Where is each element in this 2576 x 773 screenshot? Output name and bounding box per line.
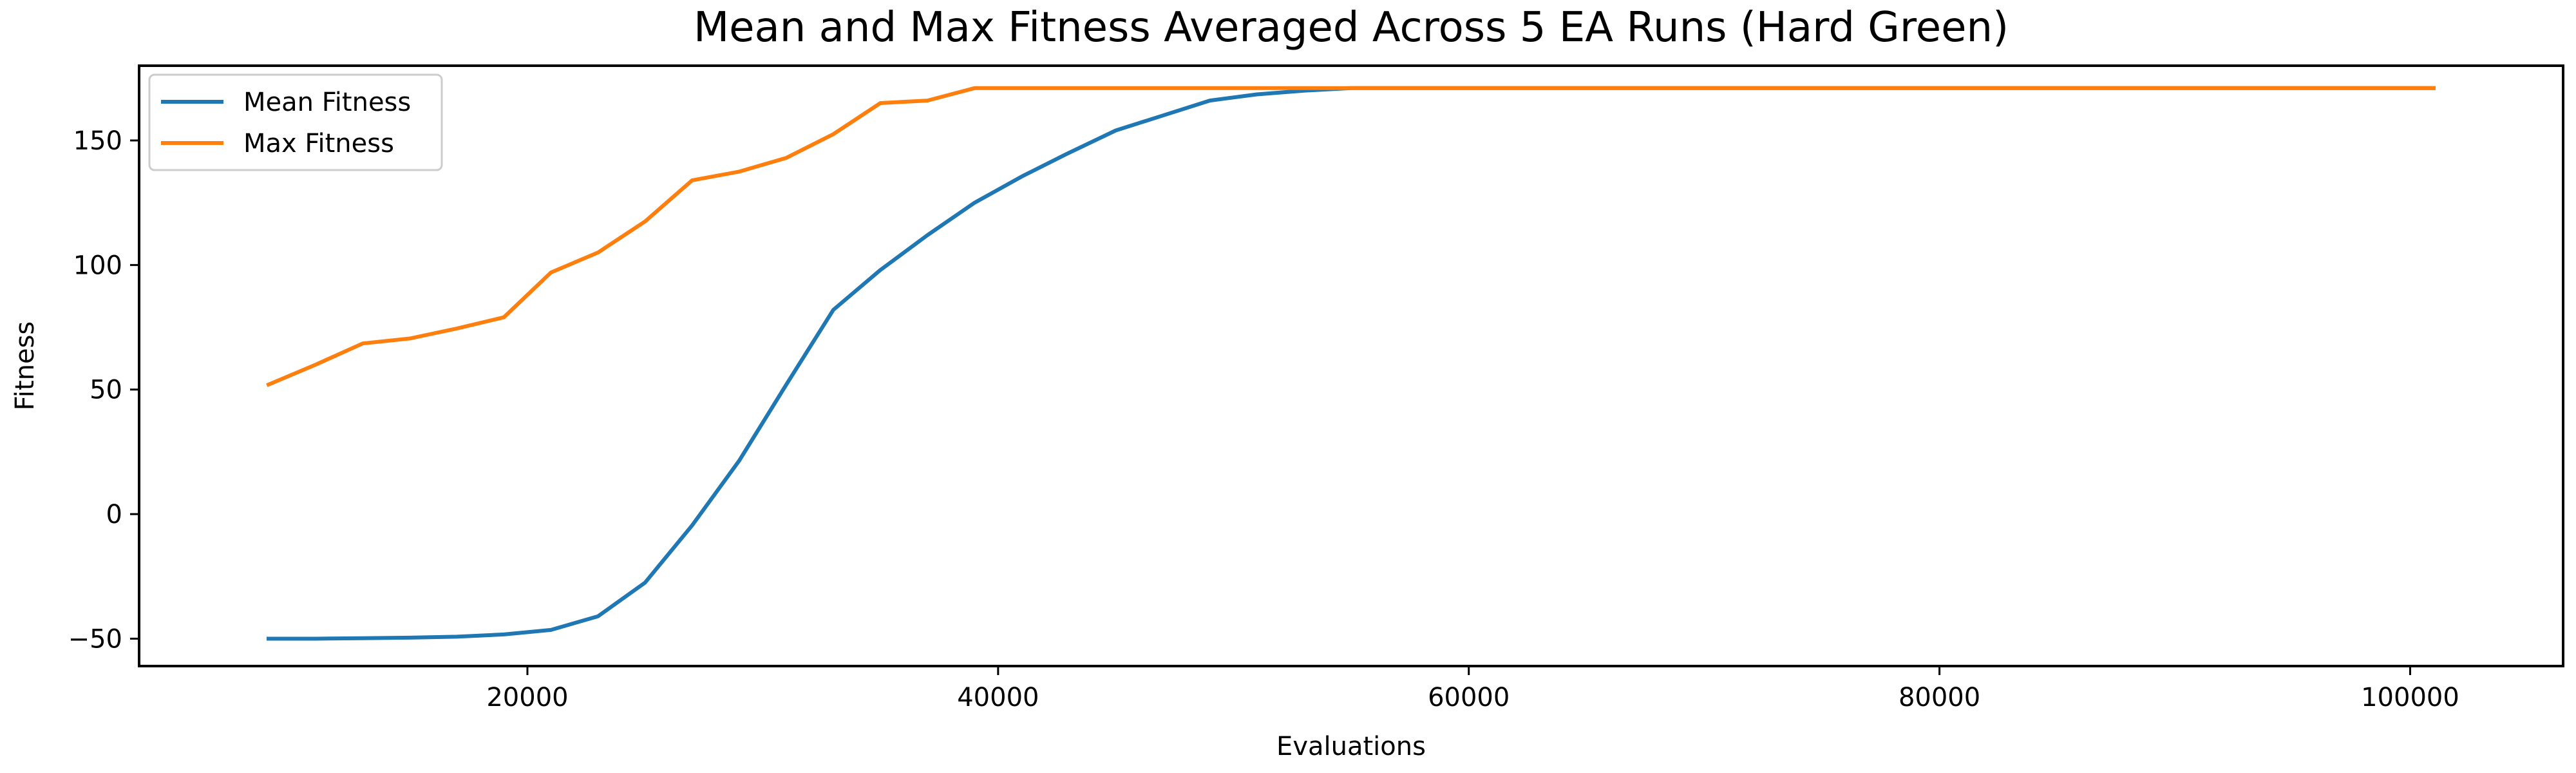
- series-line-max-fitness: [266, 86, 2436, 387]
- x-tick-label: 20000: [486, 683, 568, 712]
- legend-box: [148, 73, 443, 171]
- legend: Mean Fitness Max Fitness: [148, 73, 443, 171]
- x-axis-title: Evaluations: [1276, 732, 1426, 761]
- plot-frame: [138, 64, 2564, 667]
- x-tick-label: 60000: [1428, 683, 1510, 712]
- x-tick-label: 80000: [1899, 683, 1980, 712]
- y-tick-label: 50: [90, 376, 122, 405]
- y-axis-title: Fitness: [10, 321, 40, 411]
- y-tick-label: −50: [68, 624, 122, 654]
- x-axis: 20000 40000 60000 80000 100000: [486, 666, 2459, 712]
- x-tick-label: 100000: [2361, 683, 2459, 712]
- y-axis: −50 0 50 100 150: [68, 126, 139, 654]
- y-tick-label: 150: [73, 126, 122, 156]
- chart-title: Mean and Max Fitness Averaged Across 5 E…: [694, 4, 2009, 52]
- x-tick-label: 40000: [957, 683, 1039, 712]
- legend-label-max-fitness: Max Fitness: [243, 129, 394, 158]
- y-tick-label: 0: [106, 500, 122, 530]
- legend-label-mean-fitness: Mean Fitness: [243, 88, 411, 117]
- series-layer: [266, 86, 2436, 641]
- y-tick-label: 100: [73, 251, 122, 280]
